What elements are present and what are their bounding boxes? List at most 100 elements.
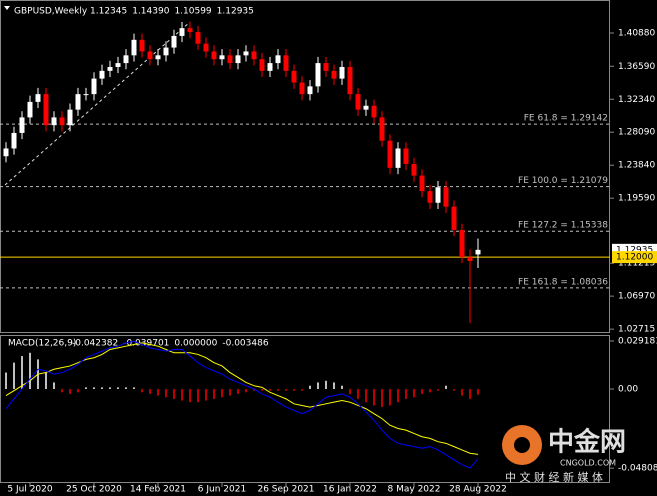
x-tick-label: 8 May 2022 — [388, 485, 441, 495]
header-value: 0.000000 — [174, 339, 217, 349]
watermark: 中金网 CNGOLD.COM 中 文 财 经 新 媒 体 — [502, 425, 626, 484]
candle-body — [179, 28, 185, 36]
candle-body — [403, 148, 409, 164]
candle-body — [363, 105, 369, 110]
hline-label: 1.12000 — [616, 253, 653, 263]
candle-body — [99, 70, 105, 79]
candle-body — [395, 148, 401, 168]
candle-body — [435, 187, 441, 203]
candle-body — [163, 47, 169, 56]
y-tick-label: 1.23840 — [618, 161, 655, 171]
x-tick-label: 16 Jan 2022 — [323, 485, 377, 495]
y-tick-label: 1.02715 — [618, 325, 655, 335]
fe-label: FE 61.8 = 1.29142 — [524, 114, 608, 124]
y-tick-label: 0.00 — [618, 384, 638, 394]
candle-body — [315, 63, 321, 87]
logo-hole — [514, 437, 530, 453]
candle-body — [83, 94, 89, 96]
x-tick-label: 5 Jul 2020 — [7, 485, 52, 495]
y-tick-label: 1.06970 — [618, 292, 655, 302]
candle-body — [59, 117, 65, 126]
y-tick-label: 1.19590 — [618, 194, 655, 204]
candle-body — [475, 249, 481, 255]
y-tick-label: -0.048085 — [618, 464, 657, 474]
candle-body — [443, 187, 449, 207]
candle-body — [3, 148, 9, 157]
brand: 中金网 — [548, 427, 626, 458]
candle-body — [243, 51, 249, 56]
candle-body — [347, 66, 353, 95]
candle-body — [139, 39, 145, 52]
last-price-label: 1.12935 — [616, 245, 653, 255]
header-value: 1.10599 — [174, 7, 211, 17]
candle-body — [131, 39, 137, 56]
candle-body — [291, 70, 297, 83]
site: CNGOLD.COM — [560, 459, 616, 468]
candle-body — [67, 109, 73, 126]
macd-title: MACD(12,26,9) — [8, 339, 76, 349]
candle-body — [387, 140, 393, 168]
candle-body — [371, 105, 377, 118]
candle-body — [227, 55, 233, 64]
y-tick-label: 0.029181 — [618, 336, 657, 346]
candle-body — [419, 175, 425, 192]
candle-body — [35, 94, 41, 102]
candle-body — [211, 51, 217, 60]
candle-body — [379, 117, 385, 141]
candle-body — [251, 51, 257, 60]
candle-body — [107, 66, 113, 71]
main-frame — [0, 0, 610, 333]
candle-body — [411, 163, 417, 176]
y-tick-label: 1.28090 — [618, 128, 655, 138]
fe-label: FE 161.8 = 1.08036 — [518, 277, 608, 287]
candle-body — [259, 59, 265, 71]
candle-body — [147, 51, 153, 60]
main-header: GBPUSD,Weekly — [14, 7, 88, 17]
y-tick-label: 1.11215 — [618, 259, 655, 269]
candle-body — [467, 257, 473, 261]
candle-body — [75, 94, 81, 110]
x-tick-label: 26 Sep 2021 — [257, 485, 314, 495]
candle-body — [355, 94, 361, 110]
candle-body — [459, 229, 465, 258]
tagline: 中 文 财 经 新 媒 体 — [505, 470, 603, 484]
candle-body — [155, 55, 161, 60]
candle-body — [299, 82, 305, 95]
x-tick-label: 28 Aug 2022 — [449, 485, 507, 495]
candle-body — [323, 63, 329, 71]
candle-body — [195, 32, 201, 44]
candle-body — [51, 117, 57, 126]
header-value: 1.12345 — [90, 7, 127, 17]
candle-body — [267, 63, 273, 71]
candle-body — [187, 28, 193, 33]
candle-body — [203, 43, 209, 52]
candle-body — [123, 55, 129, 64]
candle-body — [283, 55, 289, 71]
macd-frame — [0, 335, 610, 483]
y-tick-label: 1.36590 — [618, 62, 655, 72]
candle-body — [235, 55, 241, 64]
x-tick-label: 14 Feb 2021 — [130, 485, 186, 495]
candle-body — [219, 55, 225, 60]
header-value: 1.14390 — [132, 7, 169, 17]
y-tick-label: 1.40880 — [618, 28, 655, 38]
trend-line — [4, 21, 191, 186]
fe-label: FE 127.2 = 1.15338 — [518, 221, 608, 231]
candle-body — [115, 63, 121, 67]
candle-body — [331, 70, 337, 79]
candle-body — [339, 66, 345, 79]
header-value: -0.003486 — [222, 339, 268, 349]
symbol-title: GBPUSD,Weekly — [14, 7, 88, 17]
candle-body — [427, 191, 433, 203]
fe-label: FE 100.0 = 1.21079 — [518, 176, 608, 186]
y-tick-label: 1.32340 — [618, 95, 655, 105]
candle-body — [307, 86, 313, 95]
candle-body — [43, 94, 49, 126]
x-tick-label: 25 Oct 2020 — [66, 485, 122, 495]
x-tick-label: 6 Jun 2021 — [198, 485, 246, 495]
candle-body — [171, 35, 177, 48]
candle-body — [451, 206, 457, 230]
hline-box — [612, 251, 657, 264]
